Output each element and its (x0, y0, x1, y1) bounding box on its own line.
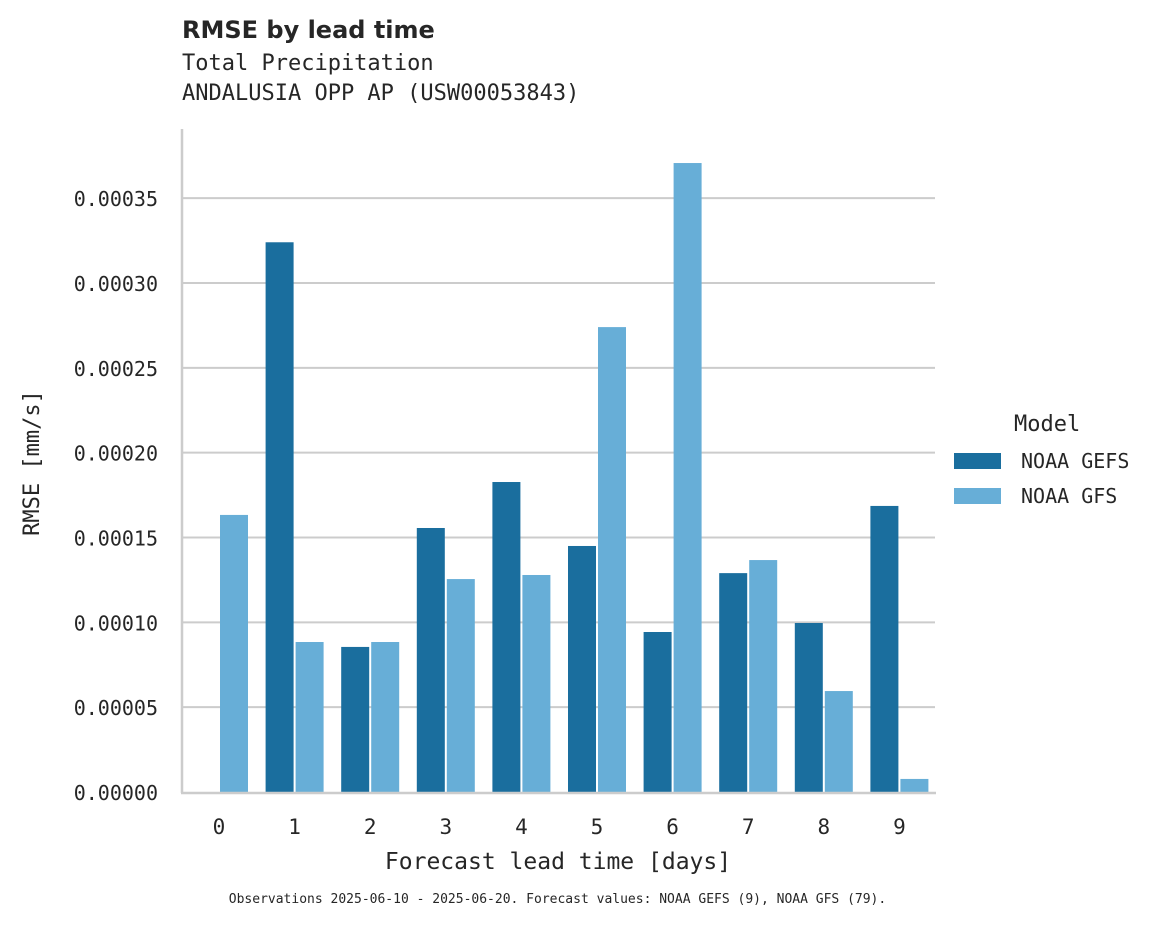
bar-gfs (371, 642, 400, 792)
chart-subtitle-station: ANDALUSIA OPP AP (USW00053843) (182, 81, 580, 106)
y-tick-labels: 0.00000 0.00005 0.00010 0.00015 0.00020 0.000… (74, 187, 158, 805)
x-tick-label: 5 (591, 815, 604, 839)
x-tick-label: 0 (213, 815, 226, 839)
y-tick-label: 0.00005 (74, 696, 158, 720)
y-tick-label: 0.00015 (74, 526, 158, 550)
chart-title: RMSE by lead time (182, 16, 435, 44)
legend-label: NOAA GFS (1021, 483, 1118, 508)
x-tick-label: 4 (515, 815, 528, 839)
legend-title: Model (1014, 412, 1081, 437)
x-tick-label: 8 (817, 815, 830, 839)
bar-gfs (673, 163, 702, 792)
x-tick-label: 6 (666, 815, 679, 839)
y-tick-label: 0.00035 (74, 187, 158, 211)
bar-gfs (598, 327, 626, 792)
y-tick-label: 0.00010 (74, 611, 158, 635)
x-axis-label: Forecast lead time [days] (385, 849, 731, 875)
legend-label: NOAA GEFS (1021, 448, 1130, 473)
bar-gefs (870, 505, 899, 792)
bar-gefs (794, 623, 823, 792)
y-tick-label: 0.00025 (74, 357, 158, 381)
legend-item-gfs: NOAA GFS (952, 478, 1129, 513)
y-tick-label: 0.00030 (74, 272, 158, 296)
legend-item-gefs: NOAA GEFS (952, 443, 1129, 478)
bar-gefs (719, 573, 748, 792)
x-tick-label: 3 (439, 815, 452, 839)
legend: Model NOAA GEFS NOAA GFS (952, 412, 1129, 513)
bar-gefs (643, 632, 672, 792)
x-tick-label: 9 (893, 815, 906, 839)
bar-gfs (749, 560, 778, 792)
bar-gfs (295, 642, 324, 792)
bar-gefs (492, 482, 521, 792)
footnote: Observations 2025-06-10 - 2025-06-20. Fo… (228, 892, 887, 907)
bars (220, 163, 929, 793)
bar-gefs (416, 527, 445, 792)
y-tick-label: 0.00000 (74, 781, 158, 805)
bar-gfs (900, 778, 929, 792)
x-tick-labels: 0 1 2 3 4 5 6 7 8 9 (213, 815, 906, 839)
bar-gefs (341, 646, 370, 792)
y-axis-label: RMSE [mm/s] (20, 390, 45, 536)
x-tick-label: 2 (364, 815, 377, 839)
bar-gfs (220, 514, 248, 792)
axes (180, 129, 936, 795)
y-tick-label: 0.00020 (74, 442, 158, 466)
x-tick-label: 7 (742, 815, 755, 839)
bar-gefs (568, 545, 596, 792)
legend-swatch-gfs (954, 487, 1001, 504)
bar-gefs (265, 242, 294, 793)
legend-swatch-gefs (954, 452, 1001, 469)
bar-gfs (446, 579, 475, 792)
chart-subtitle-variable: Total Precipitation (182, 51, 434, 76)
x-tick-label: 1 (288, 815, 301, 839)
bar-gfs (522, 574, 551, 792)
bar-gfs (824, 691, 853, 792)
